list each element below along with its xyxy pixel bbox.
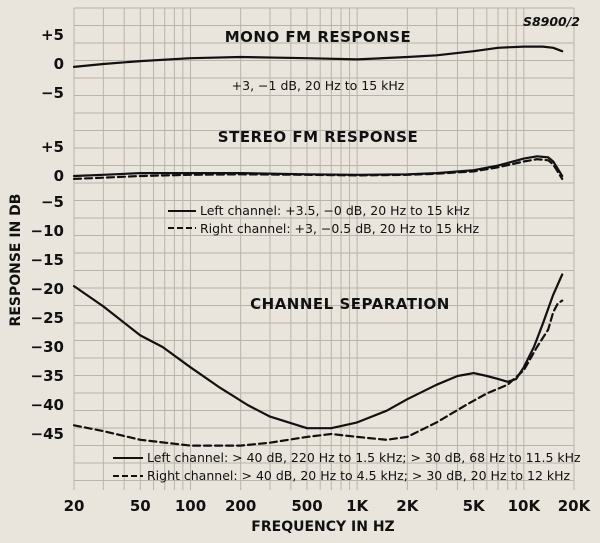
mono-title: MONO FM RESPONSE: [225, 28, 412, 46]
stereo-dashed-curve: [72, 158, 564, 180]
x-tick-label: 200: [225, 497, 256, 515]
separation-dashed-curve: [72, 299, 564, 447]
y-tick-label: −5: [41, 193, 64, 211]
mono-annotation: +3, −1 dB, 20 Hz to 15 kHz: [232, 78, 405, 93]
x-tick-label: 500: [291, 497, 322, 515]
x-tick-label: 20K: [558, 497, 592, 515]
y-tick-label: −25: [31, 309, 64, 327]
separation-legend-right-label: Right channel: > 40 dB, 20 Hz to 4.5 kHz…: [147, 468, 571, 483]
y-tick-labels: +5 0 −5 +5 0 −5 −10 −15 −20 −25 −30 −35 −40 −45: [31, 26, 64, 443]
stereo-legend-right-label: Right channel: +3, −0.5 dB, 20 Hz to 15 …: [200, 221, 480, 236]
separation-legend-right: Right channel: > 40 dB, 20 Hz to 4.5 kHz…: [113, 468, 571, 483]
x-tick-label: 5K: [463, 497, 486, 515]
curves: [72, 45, 564, 447]
y-tick-label: −40: [31, 396, 64, 414]
y-tick-label: −20: [31, 280, 64, 298]
stereo-legend-right: Right channel: +3, −0.5 dB, 20 Hz to 15 …: [168, 221, 480, 236]
x-tick-label: 100: [175, 497, 206, 515]
y-tick-label: −45: [31, 425, 64, 443]
y-tick-label: −5: [41, 84, 64, 102]
separation-legend-left: Left channel: > 40 dB, 220 Hz to 1.5 kHz…: [113, 450, 581, 465]
y-tick-label: +5: [41, 26, 64, 44]
y-tick-label: +5: [41, 138, 64, 156]
y-tick-label: −35: [31, 367, 64, 385]
x-tick-label: 10K: [508, 497, 542, 515]
x-tick-label: 2K: [396, 497, 419, 515]
x-axis-label: FREQUENCY IN HZ: [251, 519, 394, 535]
x-tick-label: 1K: [346, 497, 369, 515]
y-tick-label: −10: [31, 222, 64, 240]
y-tick-label: −30: [31, 338, 64, 356]
stereo-title: STEREO FM RESPONSE: [218, 128, 418, 146]
x-tick-label: 50: [130, 497, 151, 515]
mono-solid-curve: [72, 45, 564, 68]
stereo-legend-left-label: Left channel: +3.5, −0 dB, 20 Hz to 15 k…: [200, 203, 470, 218]
y-tick-label: −15: [31, 251, 64, 269]
grid: [73, 7, 575, 490]
figure-id: S8900/2: [523, 14, 580, 29]
x-tick-label: 20: [64, 497, 85, 515]
y-tick-label: 0: [54, 55, 64, 73]
separation-legend-left-label: Left channel: > 40 dB, 220 Hz to 1.5 kHz…: [147, 450, 581, 465]
y-tick-label: 0: [54, 167, 64, 185]
y-axis-label: RESPONSE IN DB: [8, 194, 24, 327]
x-tick-labels: 20 50 100 200 500 1K 2K 5K 10K 20K: [64, 497, 592, 515]
separation-title: CHANNEL SEPARATION: [250, 295, 450, 313]
separation-solid-curve: [72, 273, 564, 430]
stereo-legend-left: Left channel: +3.5, −0 dB, 20 Hz to 15 k…: [168, 203, 470, 218]
